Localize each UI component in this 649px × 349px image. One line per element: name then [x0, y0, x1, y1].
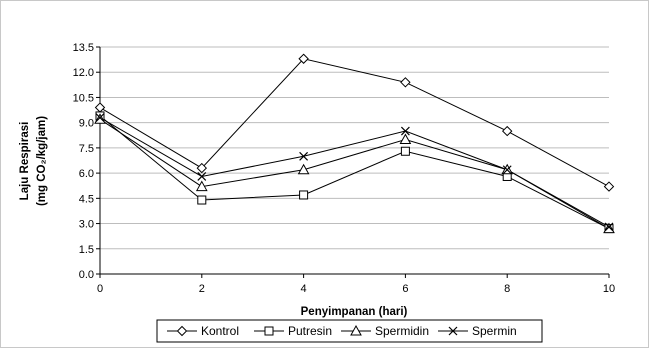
- legend-marker: [448, 326, 458, 336]
- x-tick-label: 4: [301, 283, 307, 295]
- data-point-spermin: [400, 126, 410, 136]
- data-point-kontrol: [603, 181, 615, 192]
- x-tick-label: 10: [603, 283, 615, 295]
- data-point-spermidin: [399, 133, 412, 144]
- axes: [96, 46, 610, 278]
- legend: Kontrol Putresin Spermidin Spermin: [156, 319, 543, 343]
- legend-marker: [350, 324, 362, 336]
- series-lines: [94, 53, 615, 234]
- data-point-spermidin: [297, 163, 310, 175]
- x-tick-label: 6: [402, 283, 408, 295]
- legend-label: Spermidin: [375, 324, 429, 338]
- y-axis-title-line1: Laju Respirasi: [19, 122, 31, 201]
- y-tick-label: 4.5: [79, 193, 94, 205]
- data-point-spermin: [299, 151, 309, 161]
- data-point-spermidin: [603, 222, 615, 234]
- data-point-kontrol: [298, 53, 309, 64]
- data-point-spermin: [502, 165, 512, 175]
- x-tick-label: 0: [97, 283, 103, 295]
- legend-label: Spermin: [472, 324, 517, 338]
- data-point-spermin: [604, 222, 614, 232]
- data-point-putresin: [400, 146, 410, 156]
- y-tick-label: 1.5: [79, 244, 94, 256]
- gridlines: [100, 46, 609, 275]
- x-tick-label: 2: [199, 283, 205, 295]
- y-tick-label: 12.0: [73, 67, 94, 79]
- series-line-spermin: [99, 117, 610, 228]
- y-tick-label: 0.0: [79, 269, 94, 281]
- y-tick-label: 13.5: [73, 42, 94, 54]
- y-tick-labels: 0.0 1.5 3.0 4.5 6.0 7.5 9.0 10.5 12.0 13.5: [73, 42, 94, 281]
- data-point-kontrol: [400, 77, 411, 88]
- data-point-kontrol: [501, 125, 513, 137]
- legend-item-spermidin: Spermidin: [341, 324, 429, 338]
- data-point-putresin: [197, 195, 207, 205]
- data-point-putresin: [299, 190, 309, 200]
- y-tick-label: 10.5: [73, 92, 94, 104]
- data-point-spermin: [95, 113, 105, 123]
- y-tick-label: 7.5: [79, 143, 94, 155]
- y-tick-label: 6.0: [79, 168, 94, 180]
- legend-item-putresin: Putresin: [254, 324, 332, 338]
- legend-marker: [264, 326, 274, 336]
- data-point-spermidin: [195, 180, 208, 192]
- x-tick-label: 8: [504, 283, 510, 295]
- legend-item-kontrol: Kontrol: [167, 324, 239, 338]
- y-axis-title-line2: (mg CO₂/kg/jam): [36, 116, 48, 206]
- y-tick-label: 9.0: [79, 118, 94, 130]
- data-point-kontrol: [94, 102, 106, 113]
- legend-label: Kontrol: [201, 324, 239, 338]
- data-point-kontrol: [196, 162, 208, 174]
- data-point-spermidin: [94, 113, 106, 124]
- series-line-spermidin: [99, 118, 610, 230]
- series-line-kontrol: [99, 58, 610, 188]
- y-tick-label: 3.0: [79, 219, 94, 231]
- data-point-spermin: [197, 172, 207, 181]
- legend-item-spermin: Spermin: [438, 324, 517, 338]
- x-axis-title: Penyimpanan (hari): [301, 306, 408, 318]
- x-tick-labels: 0 2 4 6 8 10: [97, 283, 615, 295]
- legend-label: Putresin: [288, 324, 332, 338]
- legend-marker: [176, 325, 188, 337]
- series-line-putresin: [99, 115, 610, 230]
